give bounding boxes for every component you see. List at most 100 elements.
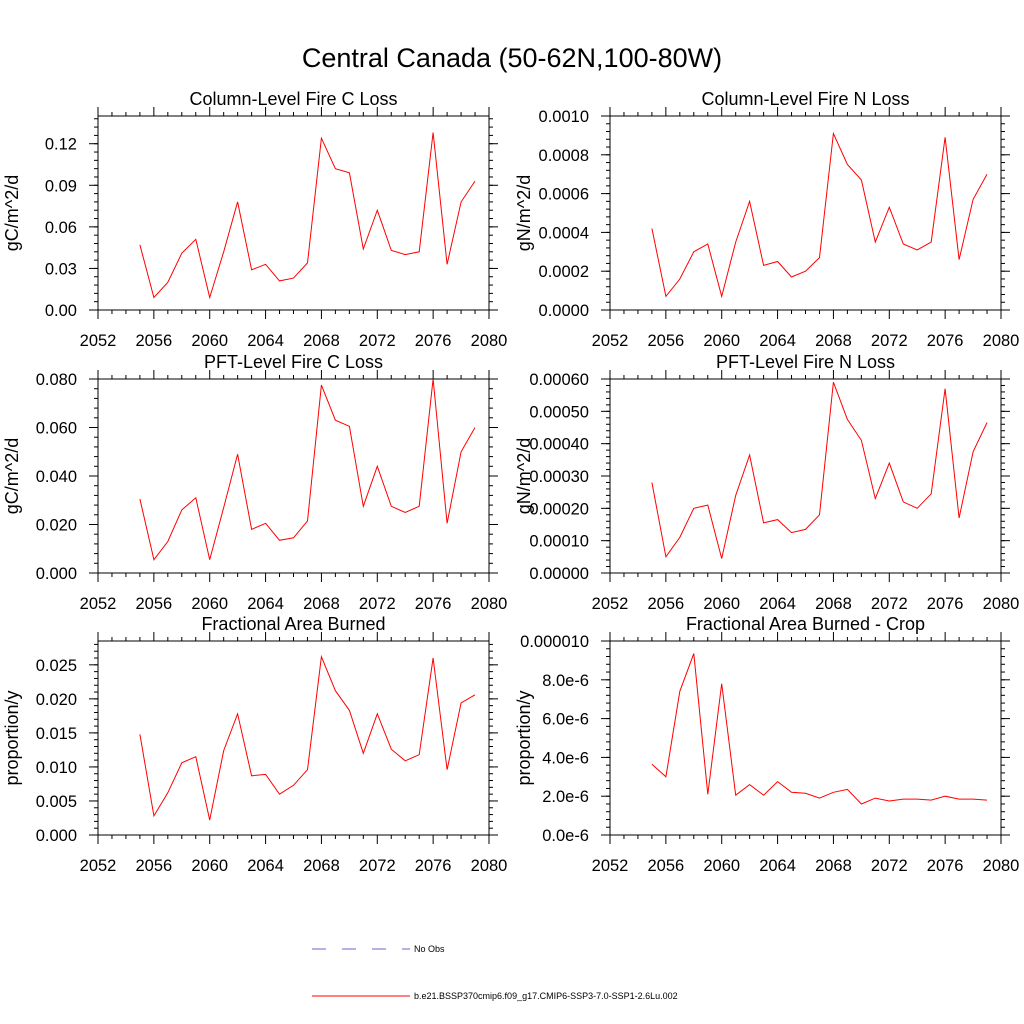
panel2-xtick-label: 2060 — [703, 332, 740, 350]
panel6-ytick-label: 0.000010 — [520, 633, 589, 651]
panel5-xtick-label: 2056 — [135, 857, 172, 875]
panel4-ytick-label: 0.00040 — [529, 436, 589, 454]
panel6-ytick-label: 4.0e-6 — [542, 749, 589, 767]
panel6-xtick-label: 2080 — [983, 857, 1020, 875]
figure-title: Central Canada (50-62N,100-80W) — [302, 43, 722, 73]
panel1-xtick-label: 2076 — [415, 332, 452, 350]
panel5-ylabel: proportion/y — [2, 690, 22, 785]
panel1-xtick-label: 2060 — [191, 332, 228, 350]
panel6-series-line — [651, 653, 988, 805]
panel3-title: PFT-Level Fire C Loss — [204, 352, 383, 372]
panel5-ytick-label: 0.000 — [36, 827, 77, 845]
panel2-ytick-label: 0.0010 — [539, 108, 589, 126]
panel1-xtick-label: 2068 — [303, 332, 340, 350]
chart-panel-1: Column-Level Fire C Loss gC/m^2/d 2052 2056… — [2, 89, 507, 350]
legend-item-model: b.e21.BSSP370cmip6.f09_g17.CMIP6-SSP3-7.… — [312, 991, 678, 1001]
panel4-ytick-label: 0.00010 — [529, 533, 589, 551]
panel6-frame — [609, 640, 1002, 836]
panel4-xtick-label: 2052 — [592, 595, 629, 613]
panel2-xtick-label: 2080 — [983, 332, 1020, 350]
panel3-xtick-label: 2080 — [471, 595, 508, 613]
panel6-xtick-label: 2056 — [647, 857, 684, 875]
panel2-series-line — [651, 131, 988, 299]
panel6-ytick-label: 8.0e-6 — [542, 672, 589, 690]
panel2-xtick-label: 2064 — [759, 332, 796, 350]
panel6-xtick-label: 2064 — [759, 857, 796, 875]
panel4-ytick-label: 0.00030 — [529, 468, 589, 486]
panel6-ylabel: proportion/y — [514, 690, 534, 785]
panel5-ytick-label: 0.005 — [36, 793, 77, 811]
panel6-ytick-label: 6.0e-6 — [542, 711, 589, 729]
panel3-ytick-label: 0.080 — [36, 371, 77, 389]
panel5-ytick-label: 0.015 — [36, 725, 77, 743]
panel4-xtick-label: 2076 — [927, 595, 964, 613]
panel6-ytick-label: 0.0e-6 — [542, 827, 589, 845]
panel3-series-line — [139, 378, 476, 561]
panel5-frame — [97, 640, 490, 836]
panel4-xtick-label: 2080 — [983, 595, 1020, 613]
panel1-xtick-label: 2080 — [471, 332, 508, 350]
panel2-ytick-label: 0.0008 — [539, 147, 589, 165]
panel4-xtick-label: 2056 — [647, 595, 684, 613]
chart-panel-6: Fractional Area Burned - Crop proportion/… — [514, 614, 1019, 875]
chart-panel-3: PFT-Level Fire C Loss gC/m^2/d 2052 2056 206… — [2, 352, 507, 613]
panel1-xtick-label: 2052 — [80, 332, 117, 350]
panel5-xtick-label: 2068 — [303, 857, 340, 875]
panel4-ytick-label: 0.00000 — [529, 565, 589, 583]
panel4-ytick-label: 0.00060 — [529, 371, 589, 389]
panel3-ytick-label: 0.000 — [36, 565, 77, 583]
panel5-xtick-label: 2080 — [471, 857, 508, 875]
panel6-ytick-label: 2.0e-6 — [542, 788, 589, 806]
panel1-ytick-label: 0.00 — [45, 302, 77, 320]
panel1-ytick-label: 0.06 — [45, 219, 77, 237]
panel3-xtick-label: 2052 — [80, 595, 117, 613]
panel4-title: PFT-Level Fire N Loss — [716, 352, 895, 372]
legend-label-model: b.e21.BSSP370cmip6.f09_g17.CMIP6-SSP3-7.… — [414, 991, 678, 1001]
panel1-xtick-label: 2064 — [247, 332, 284, 350]
panel6-xtick-label: 2076 — [927, 857, 964, 875]
panel3-ylabel: gC/m^2/d — [2, 438, 22, 514]
panel2-xtick-label: 2068 — [815, 332, 852, 350]
chart-panel-2: Column-Level Fire N Loss gN/m^2/d 2052 2056… — [514, 89, 1019, 350]
panel6-xtick-label: 2068 — [815, 857, 852, 875]
panel3-xtick-label: 2060 — [191, 595, 228, 613]
panel5-xtick-label: 2064 — [247, 857, 284, 875]
panel5-ytick-label: 0.025 — [36, 657, 77, 675]
panel4-ytick-label: 0.00020 — [529, 500, 589, 518]
panel2-ytick-label: 0.0006 — [539, 186, 589, 204]
panel1-ylabel: gC/m^2/d — [2, 175, 22, 251]
panel2-ytick-label: 0.0004 — [539, 224, 589, 242]
panel1-title: Column-Level Fire C Loss — [189, 89, 397, 109]
legend-item-no-obs: No Obs — [312, 944, 445, 954]
panel5-xtick-label: 2060 — [191, 857, 228, 875]
panel1-xtick-label: 2072 — [359, 332, 396, 350]
panel5-xtick-label: 2052 — [80, 857, 117, 875]
panel3-ytick-label: 0.040 — [36, 468, 77, 486]
panel6-xtick-label: 2072 — [871, 857, 908, 875]
panel4-ylabel: gN/m^2/d — [514, 438, 534, 514]
panel4-xtick-label: 2072 — [871, 595, 908, 613]
chart-panel-4: PFT-Level Fire N Loss gN/m^2/d 2052 2056 206… — [514, 352, 1019, 613]
panel5-title: Fractional Area Burned — [201, 614, 385, 634]
panel1-frame — [97, 115, 490, 311]
panel5-xtick-label: 2076 — [415, 857, 452, 875]
panel5-series-line — [139, 654, 476, 821]
panel6-xtick-label: 2052 — [592, 857, 629, 875]
panel2-title: Column-Level Fire N Loss — [701, 89, 909, 109]
panel1-ytick-label: 0.09 — [45, 177, 77, 195]
panel3-xtick-label: 2076 — [415, 595, 452, 613]
panel4-xtick-label: 2064 — [759, 595, 796, 613]
panel1-xtick-label: 2056 — [135, 332, 172, 350]
panel3-ytick-label: 0.020 — [36, 517, 77, 535]
panel6-xtick-label: 2060 — [703, 857, 740, 875]
legend: No Obs b.e21.BSSP370cmip6.f09_g17.CMIP6-… — [312, 944, 678, 1001]
panel2-xtick-label: 2056 — [647, 332, 684, 350]
panel1-series-line — [139, 132, 476, 300]
panel5-ytick-label: 0.020 — [36, 691, 77, 709]
panel3-xtick-label: 2072 — [359, 595, 396, 613]
panel1-ytick-label: 0.12 — [45, 136, 77, 154]
panel2-xtick-label: 2072 — [871, 332, 908, 350]
panel4-xtick-label: 2060 — [703, 595, 740, 613]
panels: Column-Level Fire C Loss gC/m^2/d 2052 2056… — [2, 89, 1019, 875]
panel4-ytick-label: 0.00050 — [529, 403, 589, 421]
